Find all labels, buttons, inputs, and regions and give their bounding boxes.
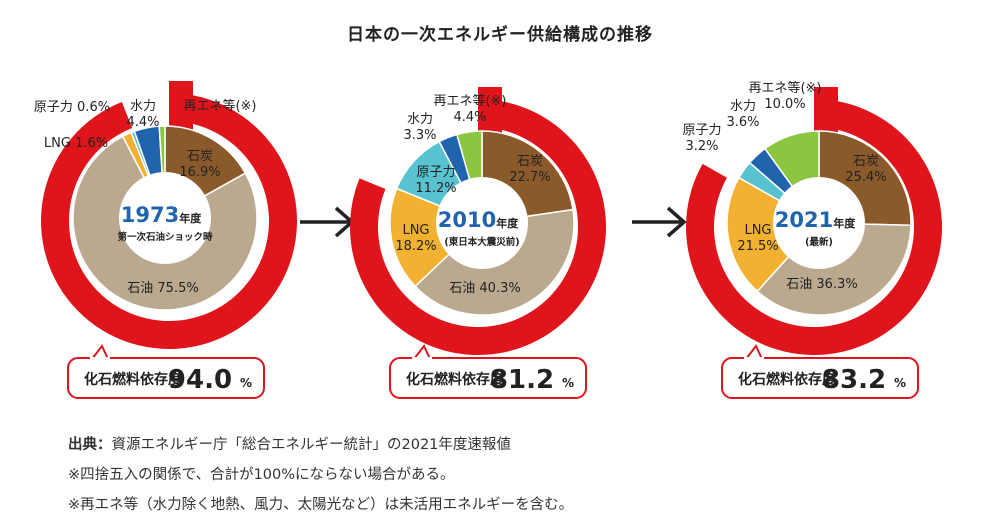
label-LNG: LNG 1.6% <box>44 136 108 151</box>
center-disc <box>436 177 528 269</box>
arrow-head <box>666 206 687 238</box>
label-value-石炭: 22.7% <box>509 170 550 185</box>
label-name-石炭: 石炭 <box>853 154 879 169</box>
notes: 出典：資源エネルギー庁「総合エネルギー統計」の2021年度速報値 ※四捨五入の関… <box>68 430 573 520</box>
note-renewables: ※再エネ等（水力除く地熱、風力、太陽光など）は未活用エネルギーを含む。 <box>68 497 574 513</box>
label-石油: 石油 75.5% <box>127 281 198 296</box>
fossil-value: 83.2 <box>822 365 886 395</box>
label-value-水力: 4.4% <box>126 115 159 130</box>
note-rounding: ※四捨五入の関係で、合計が100%にならない場合がある。 <box>68 467 455 483</box>
fossil-box-pointer-cover <box>412 357 432 361</box>
label-name-水力: 水力 <box>730 99 756 114</box>
label-name-LNG: LNG <box>744 223 771 238</box>
label-value-水力: 3.6% <box>726 115 759 130</box>
label-value-原子力: 11.2% <box>415 181 456 196</box>
source-text: 資源エネルギー庁「総合エネルギー統計」の2021年度速報値 <box>111 437 511 453</box>
label-value-原子力: 3.2% <box>685 139 718 154</box>
label-value-石炭: 16.9% <box>179 165 220 180</box>
year-suffix: 年度 <box>833 216 856 230</box>
label-value-水力: 3.3% <box>403 128 436 143</box>
label-石油: 石油 36.3% <box>786 277 857 292</box>
label-name-水力: 水力 <box>407 112 433 127</box>
fossil-unit: % <box>240 376 252 390</box>
fossil-label: 化石燃料依存度 <box>406 371 505 388</box>
label-name-原子力: 原子力 <box>682 123 721 138</box>
label-value-石炭: 25.4% <box>845 170 886 185</box>
fossil-box <box>389 357 587 399</box>
pie-slice-LNG <box>389 187 484 288</box>
arrow-1 <box>300 206 355 238</box>
fossil-box-pointer-cover <box>90 357 110 361</box>
year-subtitle: (東日本大震災前) <box>444 236 519 248</box>
label-value-LNG: 21.5% <box>737 239 778 254</box>
fossil-label: 化石燃料依存度 <box>84 371 183 388</box>
pie-slice-LNG <box>726 176 821 293</box>
fossil-value: 94.0 <box>168 365 232 395</box>
year-subtitle: 第一次石油ショック時 <box>117 231 213 243</box>
label-value-LNG: 18.2% <box>395 239 436 254</box>
label-name-再エネ等(※): 再エネ等(※) <box>433 93 506 109</box>
label-value-再エネ等(※): 4.4% <box>453 110 486 125</box>
source-lead: 出典： <box>68 437 112 453</box>
fossil-value: 81.2 <box>490 365 554 395</box>
year-suffix: 年度 <box>496 216 519 230</box>
fossil-box <box>67 357 265 399</box>
fossil-unit: % <box>894 376 906 390</box>
source-line: 出典：資源エネルギー庁「総合エネルギー統計」の2021年度速報値 <box>68 430 573 460</box>
center-disc <box>773 177 865 269</box>
year-suffix: 年度 <box>179 211 202 225</box>
label-value-再エネ等(※): 10.0% <box>764 97 805 112</box>
fossil-label: 化石燃料依存度 <box>738 371 837 388</box>
label-name-LNG: LNG <box>402 223 429 238</box>
label-name-原子力: 原子力 <box>416 165 455 180</box>
label-name-再エネ等(※): 再エネ等(※) <box>748 80 821 96</box>
arrow-2 <box>632 206 687 238</box>
page-title: 日本の一次エネルギー供給構成の推移 <box>347 25 653 45</box>
pie-slice-石油 <box>756 222 912 316</box>
label-name-水力: 水力 <box>130 99 156 114</box>
fossil-unit: % <box>562 376 574 390</box>
fossil-box <box>721 357 919 399</box>
label-name-再エネ等(※): 再エネ等(※) <box>183 98 256 114</box>
label-石油: 石油 40.3% <box>449 281 520 296</box>
year-subtitle: (最新) <box>805 236 833 248</box>
label-value-再エネ等(※): 1.0% <box>203 115 236 130</box>
center-disc <box>119 172 211 264</box>
fossil-box-pointer-cover <box>744 357 764 361</box>
label-name-石炭: 石炭 <box>187 149 213 164</box>
label-原子力: 原子力 0.6% <box>34 100 110 115</box>
label-name-石炭: 石炭 <box>517 154 543 169</box>
